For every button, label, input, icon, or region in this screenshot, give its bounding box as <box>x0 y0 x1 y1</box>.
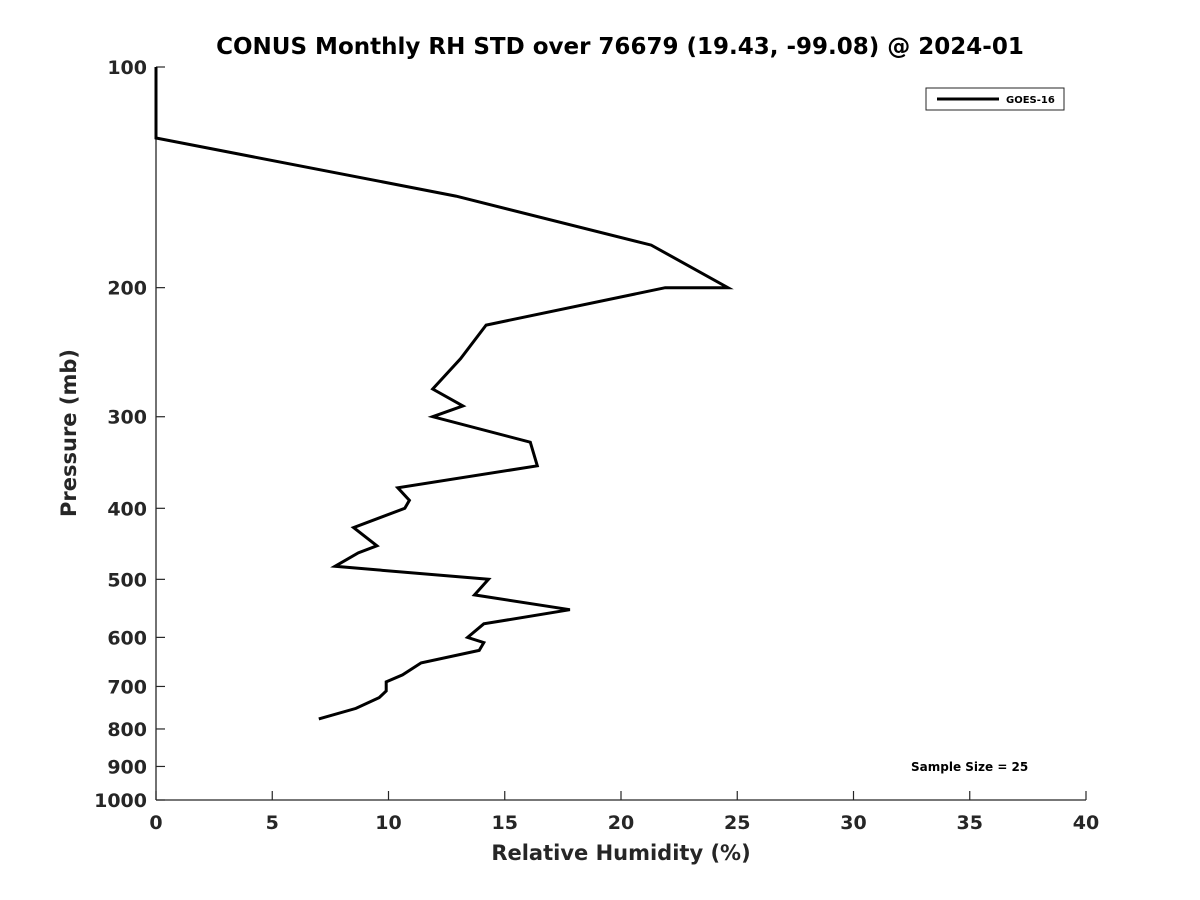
legend: GOES-16 <box>925 87 1065 111</box>
x-tick-label: 35 <box>957 812 983 834</box>
x-tick-label: 0 <box>149 812 162 834</box>
sample-size-annotation: Sample Size = 25 <box>911 760 1028 774</box>
y-tick-label: 100 <box>107 57 147 79</box>
series-layer <box>154 67 734 721</box>
y-tick-label: 300 <box>107 407 147 429</box>
x-tick-label: 25 <box>724 812 750 834</box>
x-tick-label: 30 <box>840 812 866 834</box>
x-tick-label: 20 <box>608 812 634 834</box>
chart-title: CONUS Monthly RH STD over 76679 (19.43, … <box>216 34 1024 60</box>
y-tick-label: 500 <box>107 569 147 591</box>
x-tick-label: 5 <box>266 812 279 834</box>
y-axis-label: Pressure (mb) <box>57 349 81 517</box>
y-tick-label: 600 <box>107 627 147 649</box>
y-tick-label: 700 <box>107 676 147 698</box>
x-tick-label: 40 <box>1073 812 1099 834</box>
series-line-goes-16 <box>154 67 734 721</box>
legend-label-goes-16: GOES-16 <box>1006 95 1055 106</box>
x-tick-label: 10 <box>375 812 401 834</box>
y-tick-label: 1000 <box>94 790 147 812</box>
y-tick-label: 800 <box>107 719 147 741</box>
x-axis-label: Relative Humidity (%) <box>491 841 750 865</box>
x-tick-label: 15 <box>492 812 518 834</box>
x-axis-ticks: 0 5 10 15 20 25 30 35 40 <box>149 791 1099 834</box>
y-tick-label: 900 <box>107 756 147 778</box>
y-axis-ticks: 100 200 300 400 500 600 700 800 900 1000 <box>94 57 165 812</box>
y-tick-label: 200 <box>107 278 147 300</box>
y-tick-label: 400 <box>107 498 147 520</box>
